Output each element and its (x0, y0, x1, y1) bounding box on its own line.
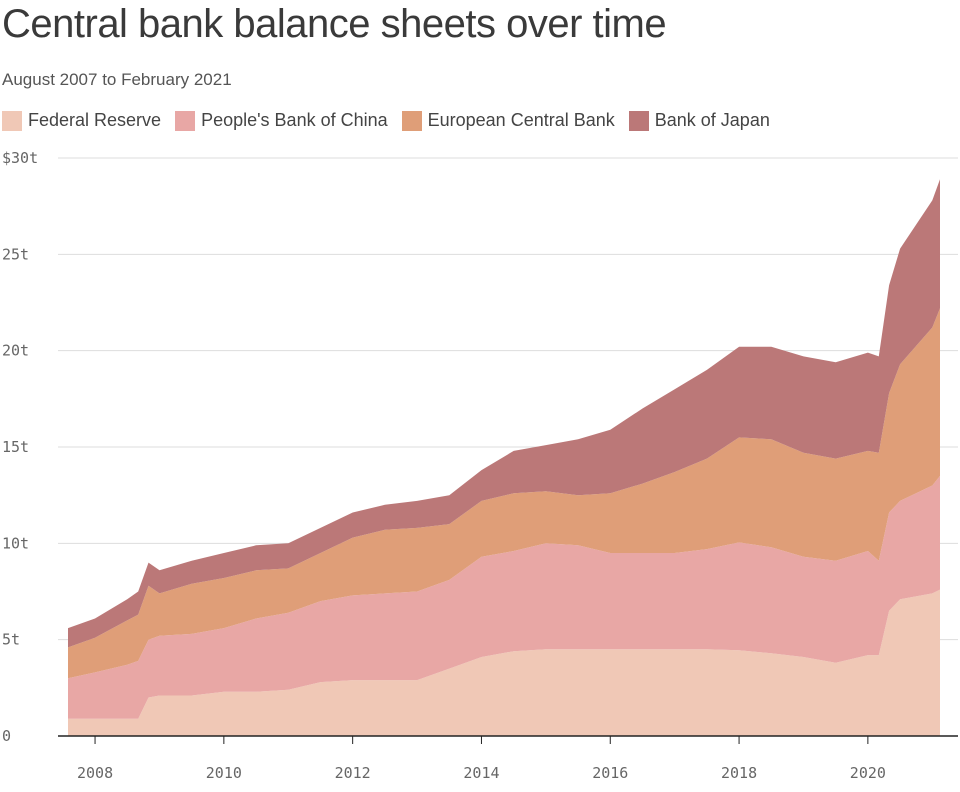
area-series (68, 179, 940, 736)
y-tick-label-30: $30t (2, 149, 38, 167)
y-tick-label-15: 15t (2, 438, 29, 456)
legend-label-federal-reserve: Federal Reserve (28, 110, 162, 130)
area-people-s-bank-of-china (68, 475, 940, 719)
x-tick-label-2016: 2016 (592, 764, 628, 782)
legend-swatch-bank-of-japan (628, 110, 649, 131)
legend: Federal Reserve People's Bank of China E… (2, 110, 784, 131)
legend-swatch-european-central-bank (401, 110, 422, 131)
x-tick-label-2010: 2010 (206, 764, 242, 782)
y-tick-label-20: 20t (2, 342, 29, 360)
area-bank-of-japan (68, 179, 940, 648)
legend-label-peoples-bank-of-china: People's Bank of China (201, 110, 388, 130)
chart-title: Central bank balance sheets over time (2, 2, 667, 46)
x-tick-label-2014: 2014 (463, 764, 499, 782)
y-tick-label-5: 5t (2, 631, 20, 649)
chart-subtitle: August 2007 to February 2021 (2, 70, 232, 89)
legend-item-european-central-bank: European Central Bank (401, 110, 615, 131)
legend-item-federal-reserve: Federal Reserve (2, 110, 161, 131)
x-tick-label-2020: 2020 (850, 764, 886, 782)
area-federal-reserve (68, 589, 940, 736)
y-tick-label-10: 10t (2, 534, 29, 552)
y-tick-label-25: 25t (2, 245, 29, 263)
y-axis: 0 5t 10t 15t 20t 25t $30t (2, 149, 38, 745)
x-tick-label-2012: 2012 (335, 764, 371, 782)
legend-label-european-central-bank: European Central Bank (427, 110, 615, 130)
y-tick-label-0: 0 (2, 727, 11, 745)
legend-label-bank-of-japan: Bank of Japan (654, 110, 770, 130)
legend-swatch-peoples-bank-of-china (175, 110, 196, 131)
x-tick-label-2018: 2018 (721, 764, 757, 782)
area-european-central-bank (68, 308, 940, 679)
legend-item-peoples-bank-of-china: People's Bank of China (175, 110, 388, 131)
legend-item-bank-of-japan: Bank of Japan (628, 110, 770, 131)
legend-swatch-federal-reserve (2, 110, 22, 131)
x-tick-label-2008: 2008 (77, 764, 113, 782)
x-axis: 2008 2010 2012 2014 2016 2018 2020 (58, 735, 958, 782)
